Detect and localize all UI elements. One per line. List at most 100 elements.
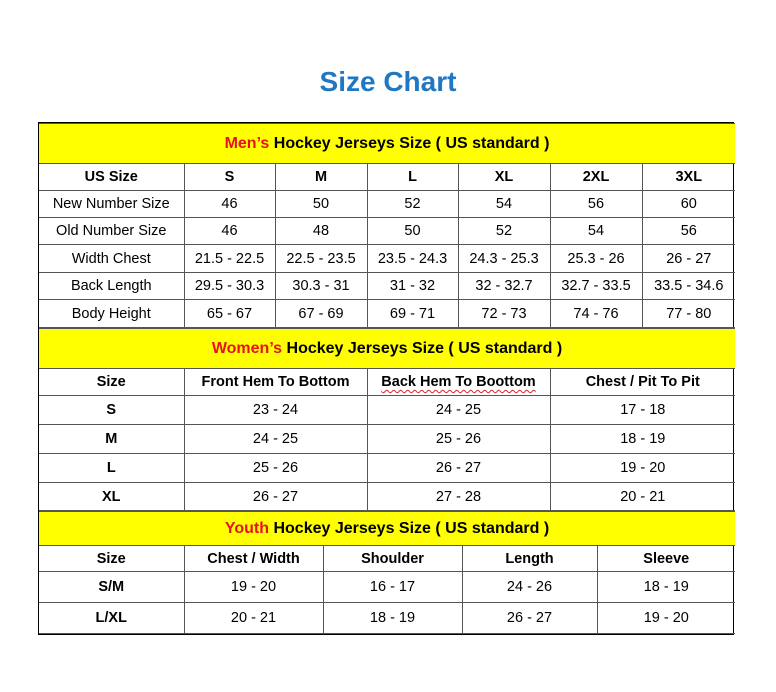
table-cell: 56 <box>641 217 736 245</box>
table-cell: 18 - 19 <box>322 602 463 634</box>
table-cell: 60 <box>641 190 736 218</box>
column-header: L <box>366 163 459 191</box>
row-label: New Number Size <box>39 190 185 218</box>
men-heading-highlight: Men’s <box>224 134 270 152</box>
table-row: Back Length 29.5 - 30.3 30.3 - 31 31 - 32 32… <box>39 272 736 300</box>
column-header: Size <box>39 368 185 396</box>
table-row: L/XL 20 - 21 18 - 19 26 - 27 19 - 20 <box>39 602 736 634</box>
women-section-heading: Women’s Hockey Jerseys Size ( US standar… <box>39 328 736 369</box>
row-label: Old Number Size <box>39 217 185 245</box>
table-row: XL 26 - 27 27 - 28 20 - 21 <box>39 482 736 511</box>
column-header: XL <box>457 163 551 191</box>
table-cell: 18 - 19 <box>596 571 736 603</box>
table-cell: 25.3 - 26 <box>549 244 643 273</box>
table-cell: 24 - 25 <box>183 424 368 454</box>
column-header: Sleeve <box>596 545 736 572</box>
table-cell: 24.3 - 25.3 <box>457 244 551 273</box>
row-label: L/XL <box>39 602 185 634</box>
table-cell: 16 - 17 <box>322 571 463 603</box>
table-cell: 19 - 20 <box>183 571 324 603</box>
table-cell: 32 - 32.7 <box>457 272 551 300</box>
table-row: L 25 - 26 26 - 27 19 - 20 <box>39 453 736 483</box>
table-cell: 17 - 18 <box>549 395 736 425</box>
row-label: S <box>39 395 185 425</box>
table-cell: 48 <box>274 217 368 245</box>
column-header: US Size <box>39 163 185 191</box>
women-table: Women’s Hockey Jerseys Size ( US standar… <box>39 328 736 511</box>
column-header: Back Hem To Boottom <box>366 368 551 396</box>
table-cell: 24 - 26 <box>461 571 598 603</box>
table-cell: 77 - 80 <box>641 299 736 328</box>
table-cell: 33.5 - 34.6 <box>641 272 736 300</box>
table-cell: 74 - 76 <box>549 299 643 328</box>
table-cell: 23.5 - 24.3 <box>366 244 459 273</box>
row-label: M <box>39 424 185 454</box>
column-header: Shoulder <box>322 545 463 572</box>
table-cell: 26 - 27 <box>461 602 598 634</box>
table-cell: 54 <box>457 190 551 218</box>
youth-heading-highlight: Youth <box>224 519 270 537</box>
men-header-row: US Size S M L XL 2XL 3XL <box>39 163 736 191</box>
table-cell: 52 <box>366 190 459 218</box>
table-cell: 25 - 26 <box>366 424 551 454</box>
page-title: Size Chart <box>319 66 457 97</box>
table-cell: 22.5 - 23.5 <box>274 244 368 273</box>
column-header: Chest / Width <box>183 545 324 572</box>
table-cell: 26 - 27 <box>366 453 551 483</box>
column-header: S <box>183 163 276 191</box>
men-table: Men’s Hockey Jerseys Size ( US standard … <box>39 123 736 328</box>
table-row: M 24 - 25 25 - 26 18 - 19 <box>39 424 736 454</box>
table-cell: 24 - 25 <box>366 395 551 425</box>
table-cell: 32.7 - 33.5 <box>549 272 643 300</box>
table-row: S 23 - 24 24 - 25 17 - 18 <box>39 395 736 425</box>
column-header: 2XL <box>549 163 643 191</box>
column-header: Length <box>461 545 598 572</box>
table-cell: 26 - 27 <box>641 244 736 273</box>
column-header: Chest / Pit To Pit <box>549 368 736 396</box>
column-header: Front Hem To Bottom <box>183 368 368 396</box>
table-cell: 56 <box>549 190 643 218</box>
table-cell: 21.5 - 22.5 <box>183 244 276 273</box>
table-cell: 65 - 67 <box>183 299 276 328</box>
table-cell: 29.5 - 30.3 <box>183 272 276 300</box>
row-label: Back Length <box>39 272 185 300</box>
table-cell: 54 <box>549 217 643 245</box>
table-row: S/M 19 - 20 16 - 17 24 - 26 18 - 19 <box>39 571 736 603</box>
table-cell: 31 - 32 <box>366 272 459 300</box>
youth-header-row: Size Chest / Width Shoulder Length Sleeve <box>39 545 736 572</box>
table-cell: 46 <box>183 190 276 218</box>
table-cell: 20 - 21 <box>183 602 324 634</box>
table-row: New Number Size 46 50 52 54 56 60 <box>39 190 736 218</box>
youth-heading-text: Hockey Jerseys Size ( US standard ) <box>269 519 550 537</box>
table-cell: 19 - 20 <box>549 453 736 483</box>
table-cell: 67 - 69 <box>274 299 368 328</box>
women-heading-text: Hockey Jerseys Size ( US standard ) <box>282 339 563 357</box>
youth-table: Youth Hockey Jerseys Size ( US standard … <box>39 511 736 634</box>
table-cell: 26 - 27 <box>183 482 368 511</box>
table-cell: 50 <box>274 190 368 218</box>
table-cell: 23 - 24 <box>183 395 368 425</box>
table-cell: 25 - 26 <box>183 453 368 483</box>
column-header: M <box>274 163 368 191</box>
women-heading-highlight: Women’s <box>211 339 283 357</box>
row-label: S/M <box>39 571 185 603</box>
table-row: Width Chest 21.5 - 22.5 22.5 - 23.5 23.5 - … <box>39 244 736 273</box>
table-cell: 50 <box>366 217 459 245</box>
row-label: L <box>39 453 185 483</box>
table-cell: 69 - 71 <box>366 299 459 328</box>
row-label: Width Chest <box>39 244 185 273</box>
table-cell: 19 - 20 <box>596 602 736 634</box>
column-header: 3XL <box>641 163 736 191</box>
table-cell: 18 - 19 <box>549 424 736 454</box>
table-cell: 20 - 21 <box>549 482 736 511</box>
table-cell: 52 <box>457 217 551 245</box>
men-section-heading: Men’s Hockey Jerseys Size ( US standard … <box>39 123 736 164</box>
women-header-row: Size Front Hem To Bottom Back Hem To Boott… <box>39 368 736 396</box>
table-cell: 72 - 73 <box>457 299 551 328</box>
table-cell: 27 - 28 <box>366 482 551 511</box>
size-chart: Men’s Hockey Jerseys Size ( US standard … <box>38 122 736 635</box>
row-label: Body Height <box>39 299 185 328</box>
table-row: Old Number Size 46 48 50 52 54 56 <box>39 217 736 245</box>
men-heading-text: Hockey Jerseys Size ( US standard ) <box>269 134 550 152</box>
row-label: XL <box>39 482 185 511</box>
